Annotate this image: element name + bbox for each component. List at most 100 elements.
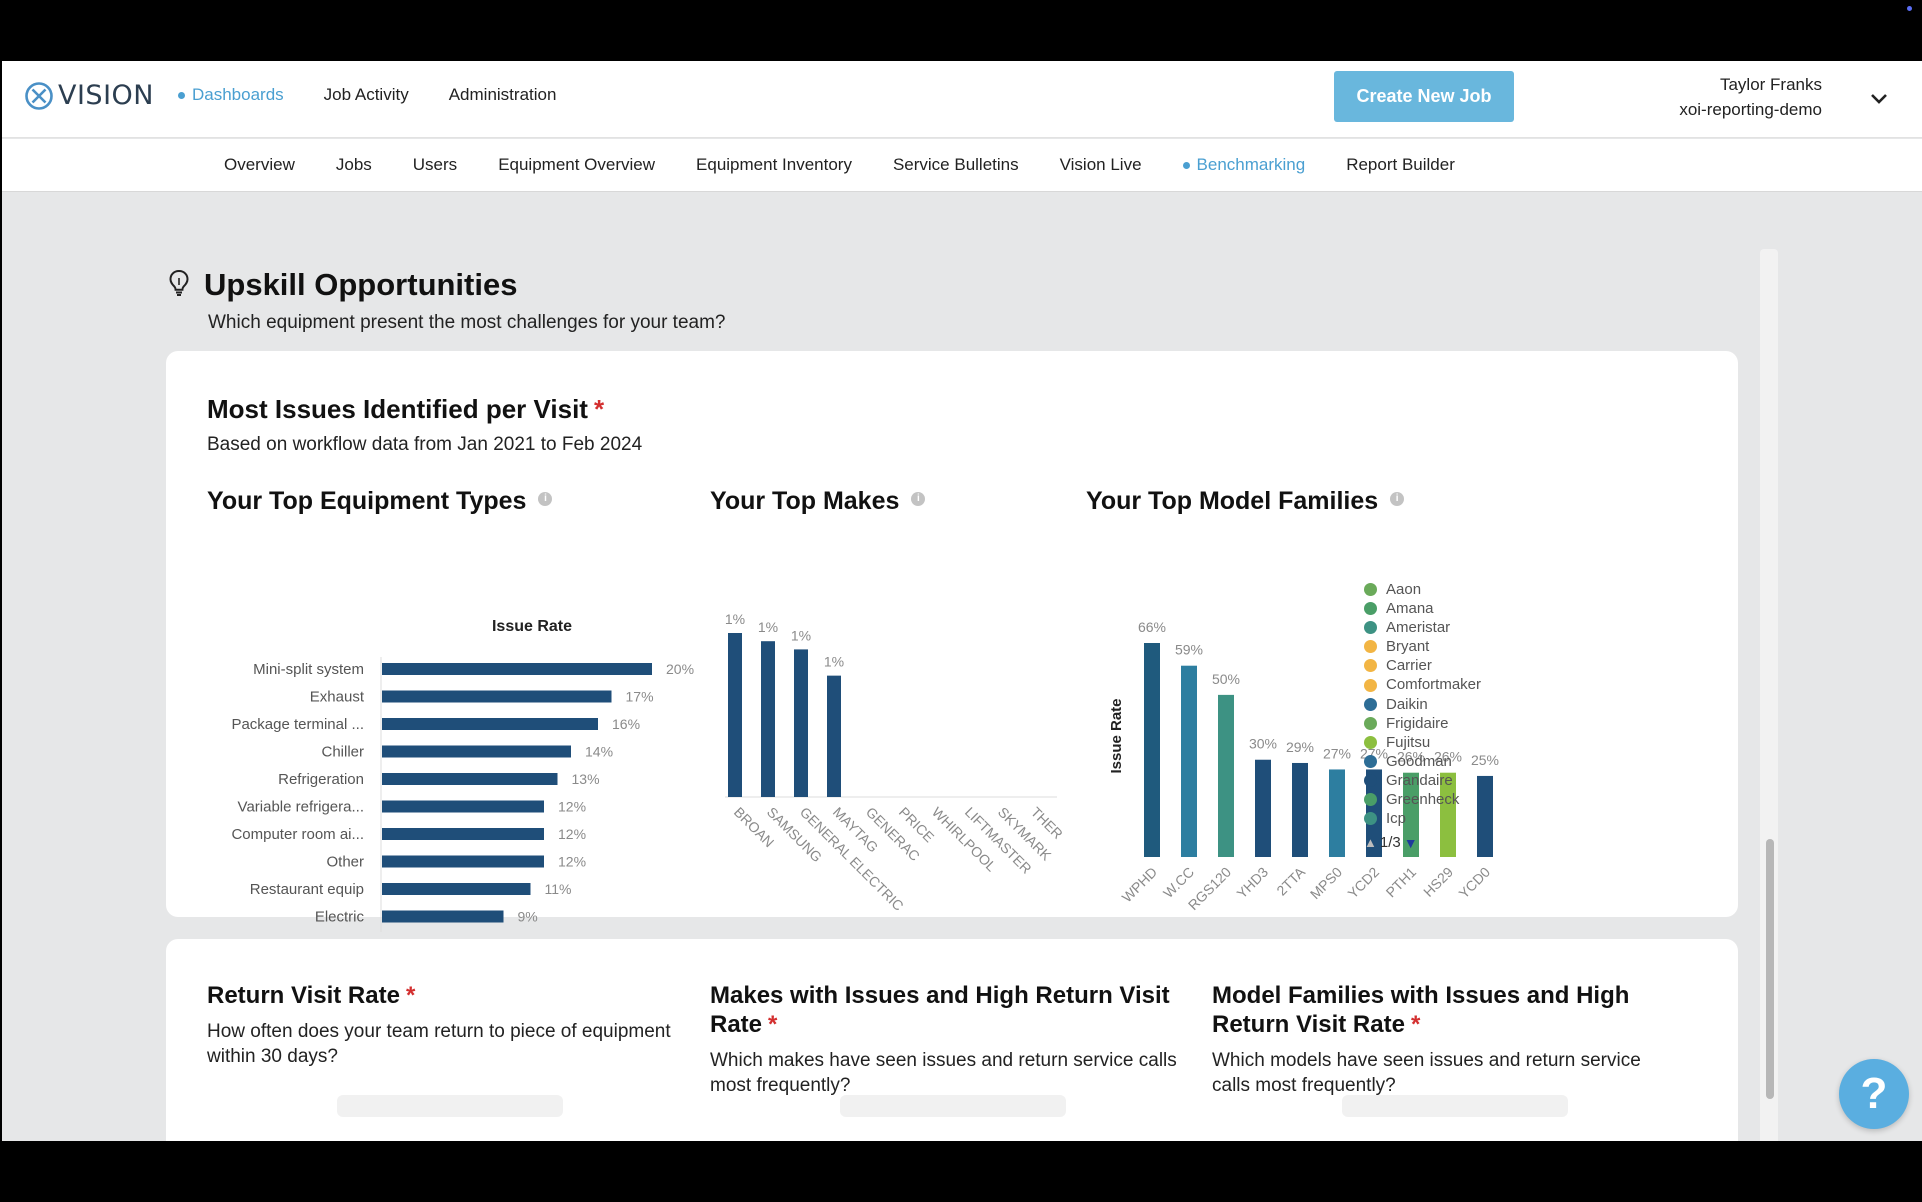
- y-axis-title: Issue Rate: [1108, 698, 1125, 773]
- data-label: 50%: [1212, 671, 1240, 687]
- bar: [728, 633, 742, 797]
- tab-overview[interactable]: Overview: [224, 155, 295, 174]
- nav-administration[interactable]: Administration: [448, 85, 557, 104]
- loading-placeholder: [1342, 1095, 1568, 1117]
- legend-item[interactable]: Grandaire: [1364, 771, 1481, 790]
- model-families-legend: Aaon Amana Ameristar Bryant Carrier Comfortma…: [1364, 580, 1481, 828]
- legend-item[interactable]: Bryant: [1364, 637, 1481, 656]
- x-axis-title: Issue Rate: [492, 618, 572, 635]
- legend-item[interactable]: Amana: [1364, 599, 1481, 618]
- legend-item[interactable]: Goodman: [1364, 752, 1481, 771]
- bar: [382, 690, 612, 703]
- legend-item[interactable]: Aaon: [1364, 580, 1481, 599]
- legend-swatch: [1364, 678, 1377, 692]
- category-label: WPHD: [1119, 864, 1161, 906]
- legend-swatch: [1364, 583, 1377, 597]
- category-label: Package terminal ...: [231, 716, 364, 733]
- data-label: 1%: [725, 611, 745, 627]
- tab-report-builder[interactable]: Report Builder: [1346, 155, 1455, 174]
- data-label: 59%: [1175, 642, 1203, 658]
- data-label: 13%: [572, 771, 600, 787]
- help-button[interactable]: ?: [1839, 1059, 1909, 1129]
- category-label: HS29: [1420, 864, 1456, 900]
- makes-return-subtitle: Which makes have seen issues and return …: [710, 1050, 1177, 1096]
- bar: [1329, 769, 1345, 857]
- vision-logo[interactable]: VISION: [24, 80, 154, 111]
- data-label: 1%: [791, 627, 811, 643]
- tab-jobs[interactable]: Jobs: [335, 155, 372, 174]
- legend-item[interactable]: Ameristar: [1364, 618, 1481, 637]
- legend-swatch: [1364, 602, 1377, 616]
- category-label: PTH1: [1382, 864, 1419, 901]
- category-label: Computer room ai...: [231, 826, 364, 843]
- lightbulb-icon: [169, 269, 189, 296]
- tab-benchmarking[interactable]: Benchmarking: [1182, 155, 1305, 175]
- user-menu[interactable]: Taylor Franks xoi-reporting-demo: [1679, 72, 1822, 122]
- legend-label: Daikin: [1386, 695, 1428, 713]
- bar: [1255, 759, 1271, 857]
- bar: [382, 828, 544, 840]
- nav-dashboards[interactable]: Dashboards: [178, 85, 284, 105]
- tab-vision-live[interactable]: Vision Live: [1059, 155, 1142, 174]
- page-scrollbar[interactable]: [1760, 249, 1778, 1141]
- required-asterisk: *: [768, 1011, 778, 1038]
- data-label: 1%: [824, 654, 844, 670]
- legend-item[interactable]: Icp: [1364, 809, 1481, 828]
- legend-item[interactable]: Fujitsu: [1364, 733, 1481, 752]
- bar: [761, 641, 775, 797]
- info-icon[interactable]: i: [1390, 492, 1405, 507]
- bar: [1403, 772, 1419, 857]
- create-new-job-button[interactable]: Create New Job: [1334, 71, 1514, 122]
- legend-pager: ▲ 1/3 ▼: [1364, 834, 1418, 851]
- legend-item[interactable]: Greenheck: [1364, 790, 1481, 809]
- legend-label: Grandaire: [1386, 771, 1453, 789]
- tab-equipment-inventory[interactable]: Equipment Inventory: [696, 155, 852, 174]
- scrollbar-thumb[interactable]: [1766, 839, 1774, 1099]
- tab-users[interactable]: Users: [412, 155, 458, 174]
- nav-job-activity[interactable]: Job Activity: [323, 85, 409, 104]
- bar: [1292, 762, 1308, 857]
- legend-swatch: [1364, 754, 1377, 768]
- info-icon[interactable]: i: [911, 492, 926, 507]
- model-families-chart: Issue Rate66%WPHD59%W.CC50%RGS12030%YHD3…: [1108, 619, 1499, 913]
- top-header: VISION Dashboards Job Activity Administr…: [2, 61, 1922, 138]
- category-label: YHD3: [1233, 864, 1271, 902]
- required-asterisk: *: [405, 982, 416, 1009]
- data-label: 17%: [626, 689, 654, 705]
- legend-page-number: 1/3: [1379, 834, 1401, 851]
- main-nav: Dashboards Job Activity Administration: [178, 85, 556, 105]
- legend-item[interactable]: Daikin: [1364, 695, 1481, 714]
- bar: [827, 675, 841, 797]
- info-icon[interactable]: i: [538, 492, 553, 507]
- tab-service-bulletins[interactable]: Service Bulletins: [892, 155, 1019, 174]
- legend-label: Bryant: [1386, 638, 1430, 656]
- bar: [382, 855, 544, 868]
- bar: [1144, 643, 1160, 857]
- legend-item[interactable]: Comfortmaker: [1364, 675, 1481, 694]
- category-label: Variable refrigera...: [238, 799, 364, 816]
- card-subtitle: Based on workflow data from Jan 2021 to …: [207, 434, 643, 455]
- bar: [382, 663, 652, 675]
- chevron-down-icon[interactable]: [1870, 93, 1888, 105]
- data-label: 14%: [585, 744, 613, 760]
- loading-placeholder: [337, 1095, 563, 1117]
- data-label: 9%: [518, 909, 538, 925]
- legend-item[interactable]: Frigidaire: [1364, 714, 1481, 733]
- loading-placeholder: [840, 1095, 1066, 1117]
- data-label: 26%: [1434, 749, 1462, 765]
- category-label: Electric: [315, 909, 365, 926]
- bar: [1181, 665, 1197, 857]
- legend-prev-icon[interactable]: ▲: [1364, 835, 1377, 850]
- chart-title-text: Your Top Model Families: [1086, 487, 1379, 515]
- chart-title-model-families: Your Top Model Families i: [1086, 487, 1405, 516]
- data-label: 30%: [1249, 736, 1277, 752]
- legend-next-icon[interactable]: ▼: [1403, 834, 1418, 851]
- category-label: 2TTA: [1273, 863, 1308, 898]
- legend-label: Icp: [1386, 810, 1407, 828]
- legend-item[interactable]: Carrier: [1364, 656, 1481, 675]
- category-label: YCD2: [1344, 864, 1382, 902]
- category-label: Refrigeration: [278, 771, 364, 788]
- col-title-text: Return Visit Rate: [207, 982, 400, 1009]
- tab-equipment-overview[interactable]: Equipment Overview: [498, 155, 656, 174]
